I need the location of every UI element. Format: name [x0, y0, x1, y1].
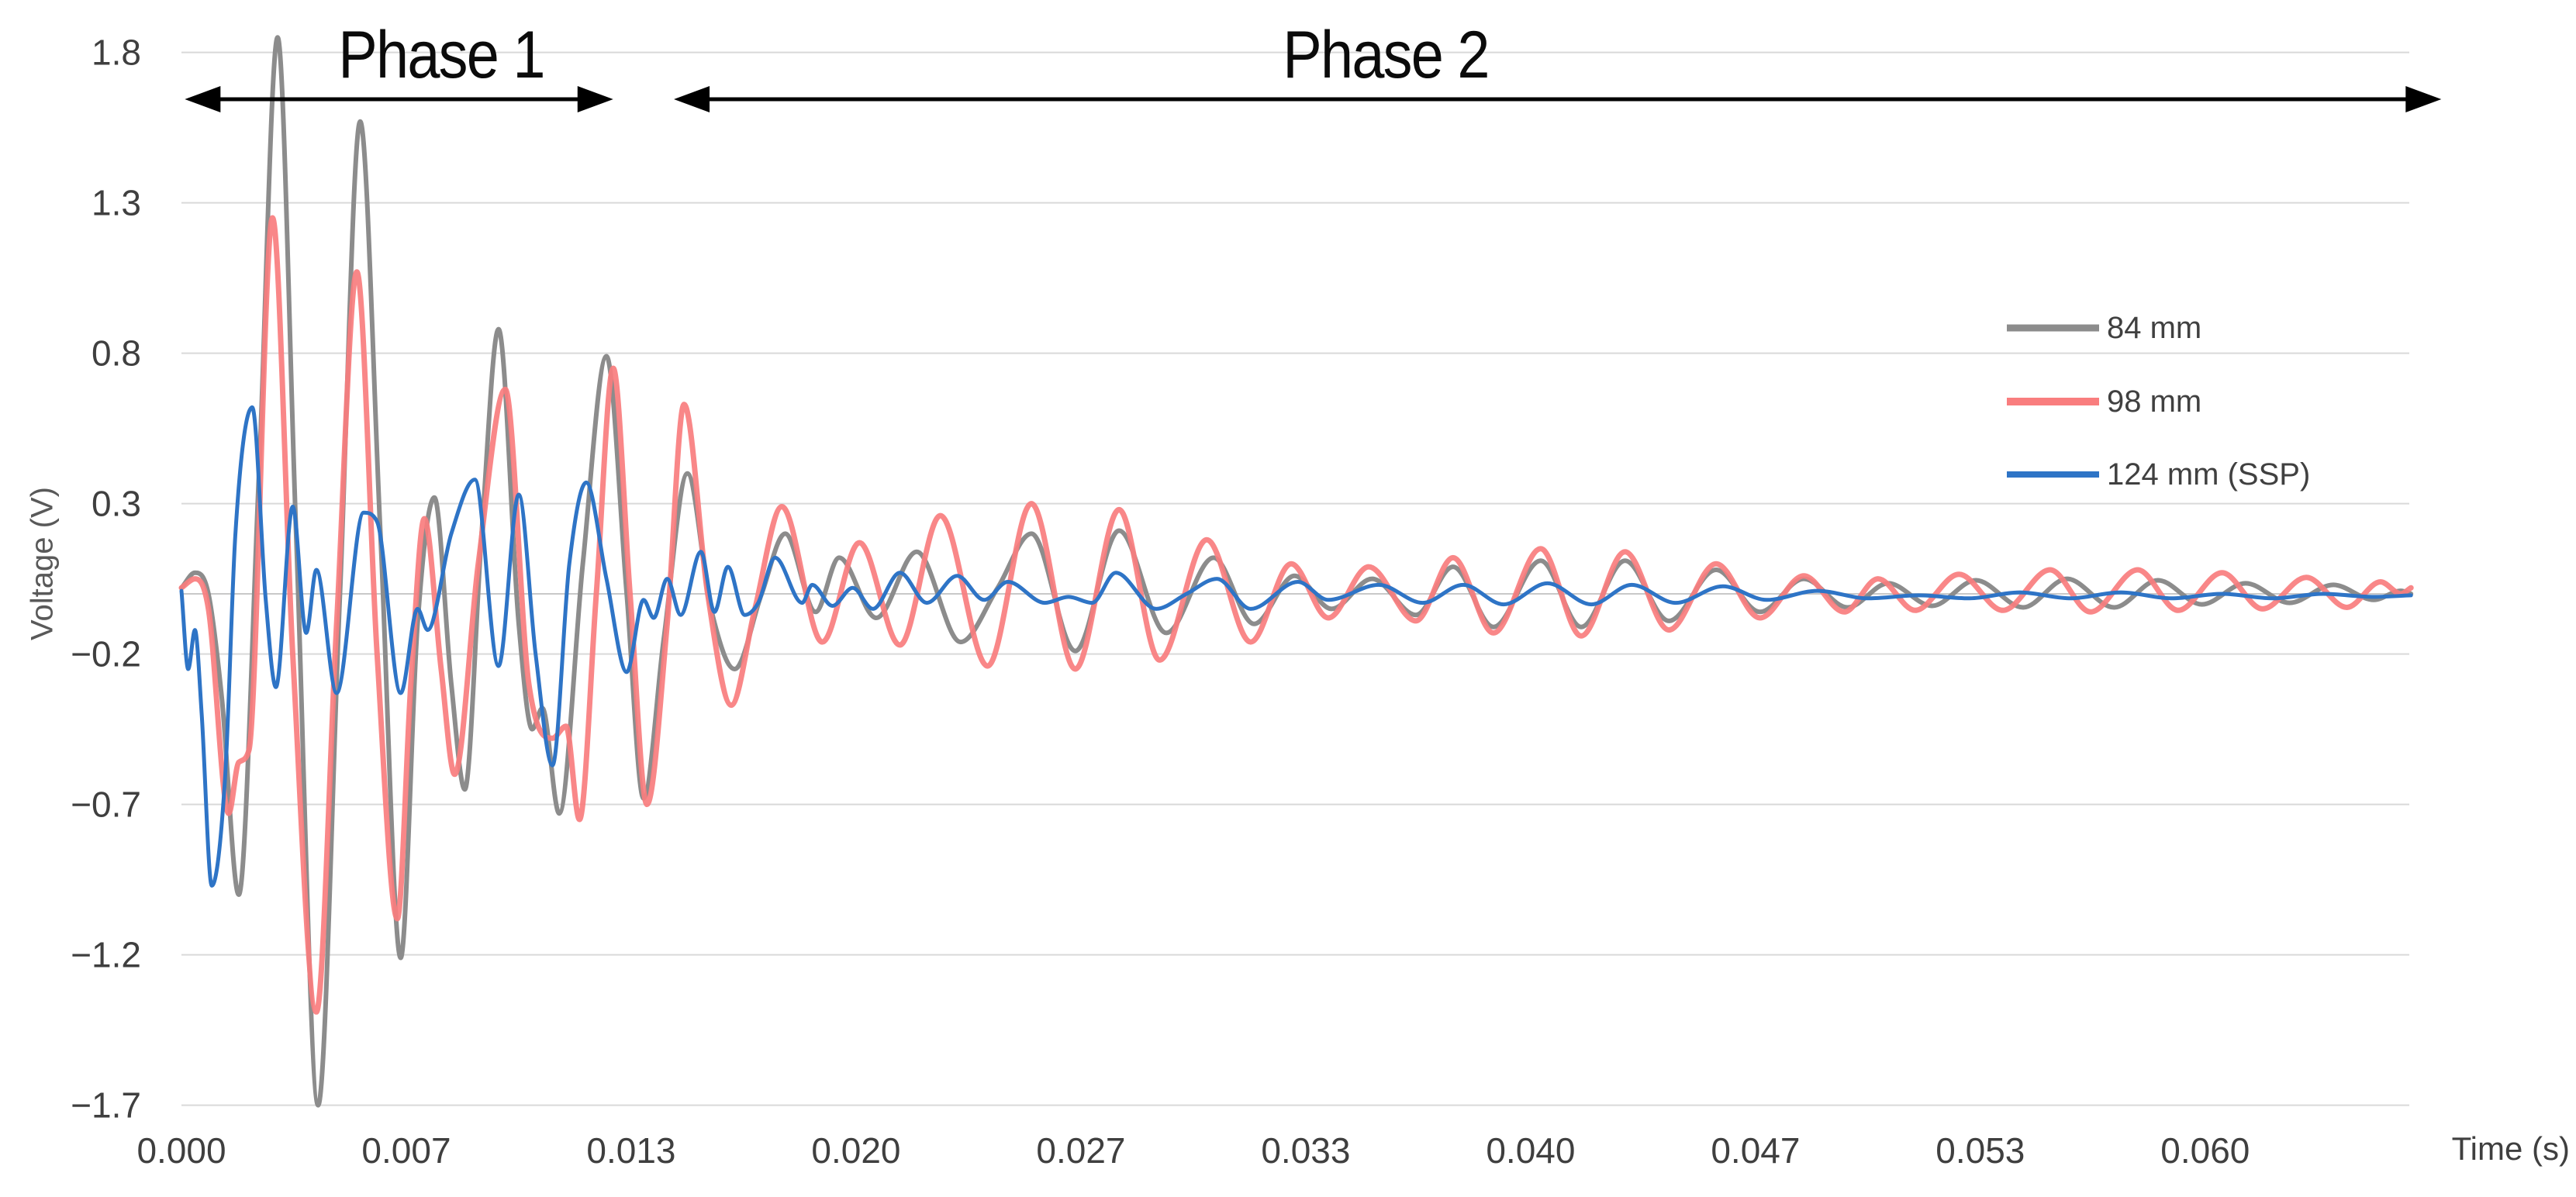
x-tick-label: 0.007	[361, 1130, 451, 1171]
x-tick-label: 0.060	[2160, 1130, 2250, 1171]
x-tick-label: 0.033	[1261, 1130, 1350, 1171]
y-tick-label: 1.8	[92, 33, 141, 73]
x-tick-label: 0.040	[1486, 1130, 1575, 1171]
phase1-range-arrow	[185, 86, 613, 112]
series-line-124-mm-ssp	[179, 405, 2413, 888]
series-line-84-mm	[179, 35, 2414, 1108]
x-tick-label: 0.047	[1711, 1130, 1800, 1171]
y-tick-label: −1.2	[71, 935, 141, 975]
phase2-range-arrow	[674, 86, 2442, 112]
legend-label-124-mm-ssp: 124 mm (SSP)	[2107, 457, 2310, 492]
y-axis-title: Voltage (V)	[25, 487, 60, 640]
x-tick-label: 0.020	[811, 1130, 900, 1171]
y-tick-label: 1.3	[92, 183, 141, 223]
phase1-label: Phase 1	[338, 18, 545, 92]
y-tick-label: −1.7	[71, 1085, 141, 1126]
y-tick-label: 0.3	[92, 484, 141, 524]
legend-label-84-mm: 84 mm	[2107, 311, 2201, 345]
phase2-label: Phase 2	[1283, 18, 1490, 92]
y-tick-label: −0.7	[71, 785, 141, 825]
x-tick-label: 0.000	[136, 1130, 226, 1171]
y-tick-label: −0.2	[71, 634, 141, 674]
x-tick-label: 0.013	[586, 1130, 675, 1171]
y-tick-label: 0.8	[92, 333, 141, 374]
x-tick-label: 0.053	[1935, 1130, 2025, 1171]
x-tick-label: 0.027	[1036, 1130, 1125, 1171]
x-axis-title: Time (s)	[2451, 1130, 2570, 1167]
legend-label-98-mm: 98 mm	[2107, 385, 2201, 419]
